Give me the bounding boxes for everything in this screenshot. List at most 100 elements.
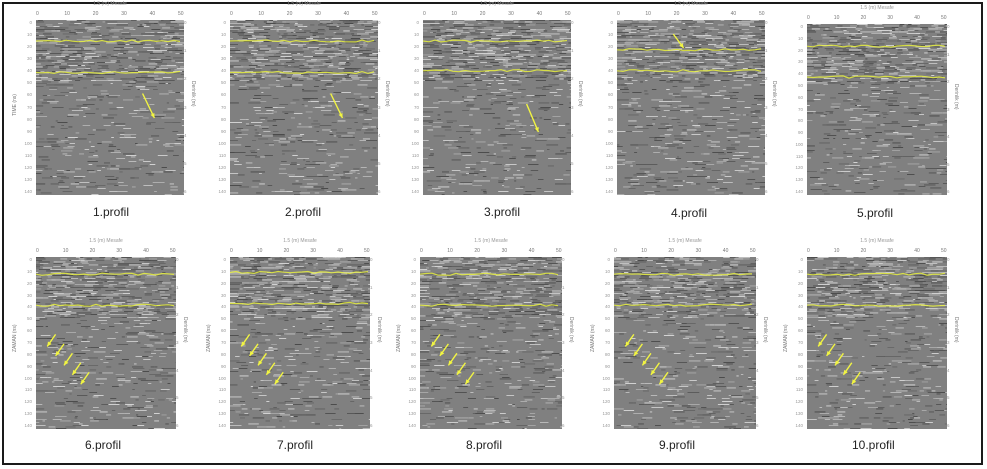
distance-axis-title: 1.5 (m) Mesafe	[860, 5, 894, 11]
profile-panel-10: 1.5 (m) Mesafe 0 10 20 30 40 50 0 10 20 30 40 50 60 70…	[783, 238, 959, 429]
depth-tick: 2	[176, 312, 179, 318]
time-tick: 90	[797, 363, 803, 369]
distance-axis: 1.5 (m) Mesafe 0 10 20 30 40 50	[423, 1, 571, 19]
time-axis: 0 10 20 30 40 50 60 70 80 90 100 110 120 130 140	[210, 20, 228, 195]
radargram-image	[423, 20, 571, 195]
time-tick: 100	[218, 375, 226, 381]
time-tick: 50	[220, 80, 226, 86]
depth-tick: 0	[765, 20, 768, 25]
time-tick: 40	[604, 304, 610, 310]
time-tick: 10	[410, 268, 416, 274]
time-tick: 40	[26, 68, 32, 74]
depth-axis-label: Derinlik (m)	[190, 81, 196, 107]
time-tick: 60	[26, 92, 32, 98]
distance-tick: 20	[92, 11, 99, 17]
depth-tick: 0	[562, 257, 565, 262]
yellow-arrow-icon	[439, 343, 449, 357]
yellow-arrow-icon	[71, 362, 82, 376]
distance-tick: 20	[89, 248, 96, 254]
depth-tick: 1	[176, 284, 179, 290]
reflector-line	[807, 272, 946, 276]
time-tick: 110	[605, 152, 613, 158]
time-tick: 50	[26, 316, 32, 322]
time-tick: 110	[408, 387, 416, 393]
yellow-arrow-icon	[834, 352, 844, 366]
yellow-arrow-icon	[80, 371, 90, 385]
distance-tick: 0	[36, 248, 39, 254]
time-axis: 0 10 20 30 40 50 60 70 80 90 100 110 120 130 140	[16, 20, 34, 195]
depth-axis: 0 1 2 3 4 5 6	[943, 257, 961, 429]
distance-tick: 0	[807, 15, 810, 21]
time-axis: 0 10 20 30 40 50 60 70 80 90 100 110 120 130 140	[787, 24, 805, 195]
time-tick: 40	[220, 304, 226, 310]
time-tick: 80	[607, 116, 613, 122]
depth-axis-label: Derinlik (m)	[953, 317, 959, 343]
time-tick: 130	[408, 411, 416, 417]
reflector-line	[36, 303, 175, 307]
depth-axis: 0 1 2 3 4 5 6	[761, 20, 779, 195]
reflector-line	[617, 69, 762, 73]
depth-tick: 3	[378, 104, 381, 110]
distance-tick: 10	[451, 11, 457, 17]
distance-tick: 50	[556, 248, 562, 254]
time-tick: 20	[410, 280, 416, 286]
time-axis-label: ZAMAN (ns)	[783, 324, 789, 352]
distance-tick: 10	[645, 11, 651, 17]
time-tick: 20	[604, 280, 610, 286]
depth-tick: 2	[756, 312, 759, 318]
distance-tick: 50	[941, 248, 947, 254]
time-tick: 0	[223, 20, 226, 25]
distance-axis-title: 1.5 (m) Mesafe	[283, 238, 317, 244]
radargram-image	[36, 20, 184, 195]
time-tick: 70	[797, 106, 803, 112]
distance-tick: 20	[283, 248, 290, 254]
depth-tick: 4	[184, 132, 187, 138]
time-tick: 70	[413, 104, 419, 110]
radargram	[420, 257, 562, 429]
profile-caption: 1.profil	[93, 205, 130, 219]
yellow-arrow-icon	[257, 352, 267, 366]
time-tick: 130	[24, 176, 32, 182]
time-tick: 90	[607, 128, 613, 134]
time-tick: 110	[411, 152, 419, 158]
time-tick: 90	[220, 363, 226, 369]
time-tick: 30	[413, 56, 419, 62]
time-axis: 0 10 20 30 40 50 60 70 80 90 100 110 120 130 140	[210, 257, 228, 429]
distance-tick: 20	[860, 15, 867, 21]
time-tick: 110	[24, 152, 32, 158]
depth-tick: 2	[947, 79, 950, 84]
yellow-arrow-icon	[624, 333, 635, 347]
depth-tick: 4	[562, 367, 565, 373]
time-tick: 140	[408, 423, 416, 428]
depth-tick: 2	[562, 312, 565, 318]
depth-tick: 3	[571, 104, 574, 110]
distance-tick: 10	[833, 248, 840, 254]
distance-tick: 40	[722, 248, 729, 254]
distance-tick: 0	[230, 248, 233, 254]
profile-panel-4: 1.5 (m) Mesafe 0 10 20 30 40 50 0 10 20 30 40 50 60 70…	[605, 1, 777, 195]
depth-axis-label: Derinlik (m)	[376, 317, 382, 343]
depth-axis-label: Derinlik (m)	[762, 317, 768, 343]
time-tick: 60	[607, 92, 613, 98]
depth-tick: 3	[947, 106, 950, 112]
time-tick: 60	[220, 328, 226, 334]
distance-tick: 20	[479, 11, 486, 17]
time-tick: 100	[795, 141, 803, 147]
time-tick: 10	[604, 268, 610, 274]
depth-tick: 0	[947, 257, 950, 262]
depth-tick: 2	[370, 312, 373, 318]
distance-tick: 20	[673, 11, 680, 17]
time-tick: 80	[797, 351, 803, 357]
depth-tick: 6	[378, 189, 381, 194]
time-tick: 30	[410, 292, 416, 298]
time-tick: 100	[24, 140, 32, 146]
depth-tick: 0	[756, 257, 759, 262]
reflector-line	[807, 75, 946, 79]
depth-tick: 5	[756, 395, 759, 401]
yellow-arrow-icon	[240, 333, 251, 347]
time-tick: 10	[607, 32, 613, 38]
distance-tick: 10	[258, 11, 264, 17]
time-tick: 0	[607, 257, 610, 262]
depth-tick: 0	[571, 20, 574, 25]
depth-axis: 0 1 2 3 4 5 6	[558, 257, 576, 429]
